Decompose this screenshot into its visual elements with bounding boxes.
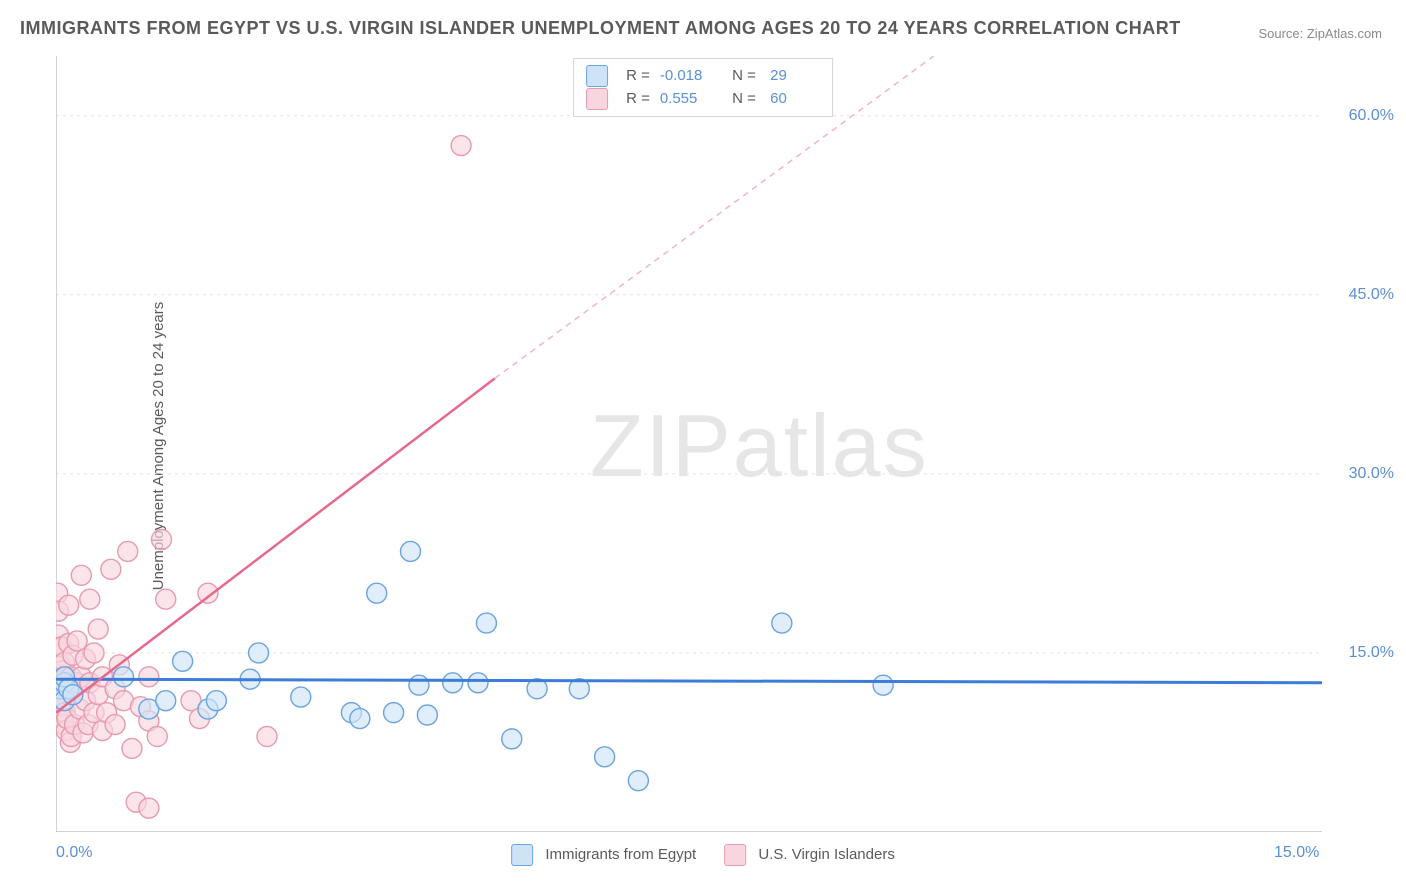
swatch-pink [724,844,746,866]
plot-area [56,56,1322,832]
stat-r-value: 0.555 [660,88,714,111]
stat-n-value: 29 [766,65,820,88]
y-tick-label: 15.0% [1349,644,1394,662]
stat-legend-row: R = -0.018 N = 29 [586,65,820,88]
swatch-blue [586,65,608,87]
stat-r-value: -0.018 [660,65,714,88]
x-tick-label: 15.0% [1274,844,1319,862]
swatch-pink [586,88,608,110]
stat-r-label: R = [626,88,650,111]
x-tick-label: 0.0% [56,844,92,862]
y-tick-label: 60.0% [1349,107,1394,125]
stat-legend: R = -0.018 N = 29 R = 0.555 N = 60 [573,58,833,117]
swatch-blue [511,844,533,866]
legend-label-blue: Immigrants from Egypt [545,846,696,863]
stat-legend-row: R = 0.555 N = 60 [586,88,820,111]
legend-item-pink: U.S. Virgin Islanders [724,844,895,866]
stat-n-value: 60 [766,88,820,111]
bottom-legend: Immigrants from Egypt U.S. Virgin Island… [511,844,895,866]
stat-n-label: N = [724,65,756,88]
scatter-plot [56,56,1322,832]
legend-label-pink: U.S. Virgin Islanders [758,846,894,863]
legend-item-blue: Immigrants from Egypt [511,844,696,866]
y-tick-label: 30.0% [1349,465,1394,483]
stat-r-label: R = [626,65,650,88]
source-label: Source: ZipAtlas.com [1258,26,1382,41]
y-tick-label: 45.0% [1349,286,1394,304]
stat-n-label: N = [724,88,756,111]
chart-title: IMMIGRANTS FROM EGYPT VS U.S. VIRGIN ISL… [20,18,1181,39]
